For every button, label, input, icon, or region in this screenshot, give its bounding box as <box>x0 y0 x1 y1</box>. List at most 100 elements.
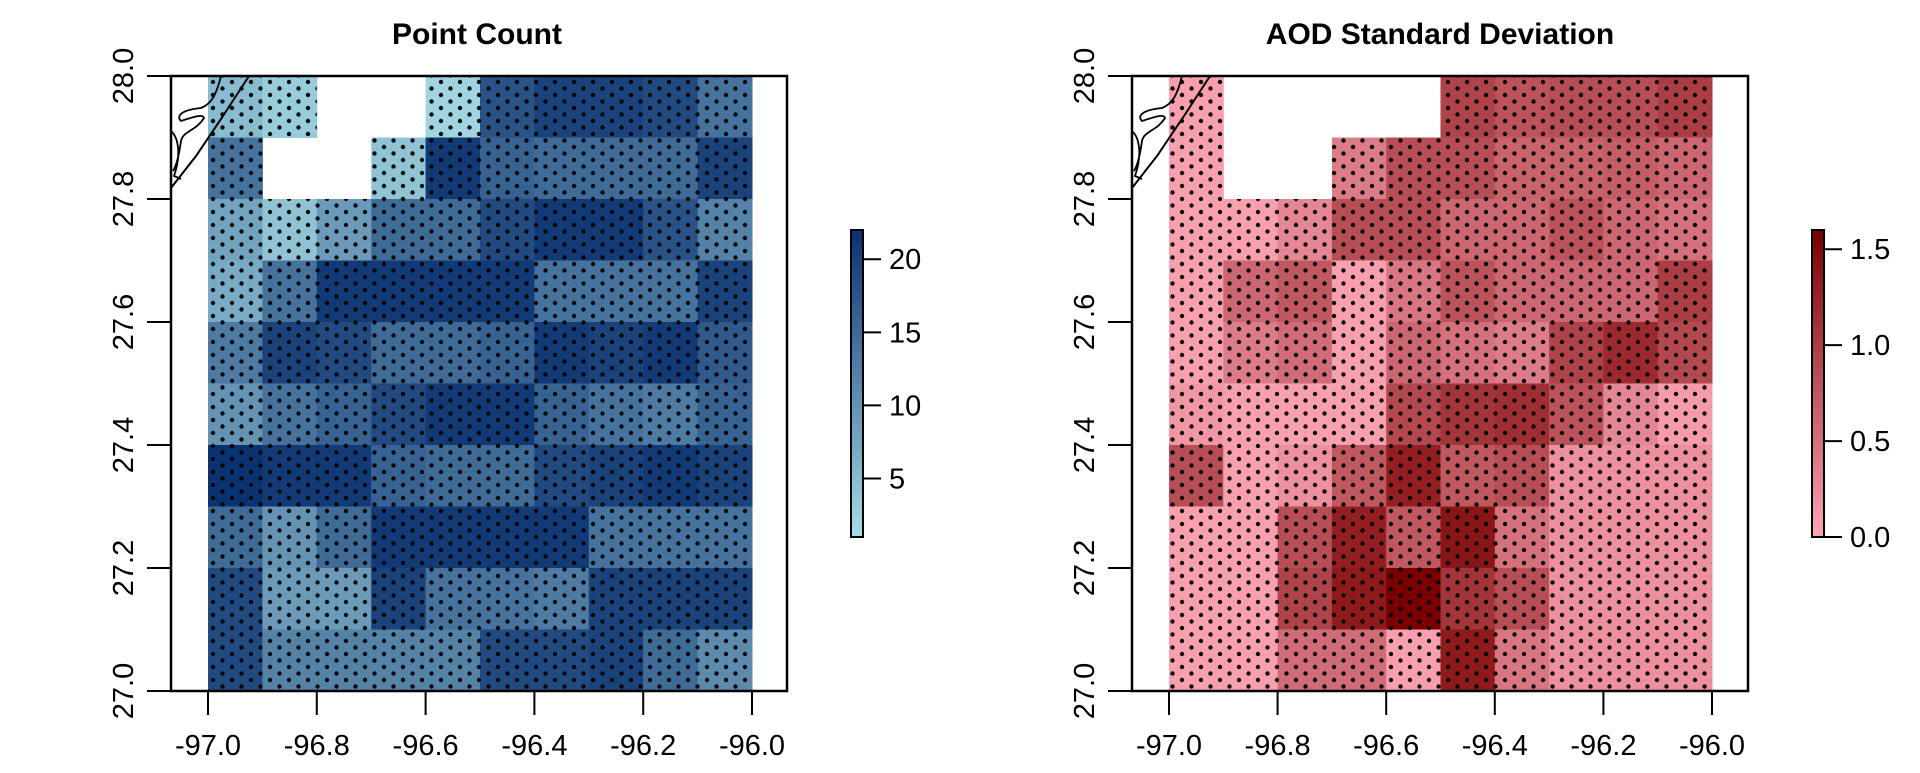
point-markers <box>1169 260 1224 322</box>
colorbar-segment <box>1812 345 1824 354</box>
point-markers <box>1440 199 1495 261</box>
point-markers <box>1169 76 1224 138</box>
point-markers <box>697 506 752 568</box>
x-tick-label: -96.2 <box>610 730 676 762</box>
point-markers <box>1657 199 1712 261</box>
point-markers <box>1386 260 1441 322</box>
point-markers <box>480 137 535 199</box>
colorbar-segment <box>1812 406 1824 415</box>
point-markers <box>208 568 263 630</box>
point-markers <box>1277 445 1332 507</box>
point-markers <box>643 260 698 322</box>
point-markers <box>1494 76 1550 138</box>
point-markers <box>534 506 589 568</box>
point-markers <box>1657 260 1712 322</box>
colorbar-segment <box>1812 452 1824 461</box>
colorbar-segment <box>1812 513 1824 523</box>
point-markers <box>1440 568 1495 630</box>
point-markers <box>697 137 752 199</box>
point-markers <box>262 383 317 445</box>
point-markers <box>371 629 426 691</box>
colorbar-segment <box>851 283 863 292</box>
point-markers <box>316 445 372 507</box>
colorbar-segment <box>851 475 863 484</box>
colorbar-segment <box>1812 475 1824 484</box>
colorbar-segment <box>1812 306 1824 316</box>
colorbar-segment <box>851 360 863 369</box>
point-markers <box>1223 199 1278 261</box>
colorbar-segment <box>851 429 863 438</box>
colorbar-segment <box>851 375 863 385</box>
point-markers <box>1386 568 1441 630</box>
point-markers <box>1603 76 1658 138</box>
point-markers <box>262 629 317 691</box>
colorbar-segment <box>851 498 863 507</box>
colorbar-segment <box>851 368 863 377</box>
point-markers <box>1494 260 1550 322</box>
point-markers <box>480 199 535 261</box>
point-markers <box>1603 629 1658 691</box>
point-markers <box>1549 199 1604 261</box>
point-markers <box>425 629 480 691</box>
colorbar-segment <box>1812 460 1824 469</box>
point-markers <box>480 260 535 322</box>
y-tick-label: 27.8 <box>1069 171 1101 227</box>
colorbar-segment <box>1812 467 1824 477</box>
colorbar-segment <box>851 414 863 423</box>
colorbar: 5 10 15 20 <box>850 229 921 538</box>
x-tick-label: -97.0 <box>175 730 241 762</box>
colorbar-segment <box>851 352 863 362</box>
colorbar-segment <box>1812 253 1824 262</box>
x-tick-label: -96.4 <box>1462 730 1528 762</box>
point-markers <box>534 629 589 691</box>
colorbar-segment <box>1812 368 1824 377</box>
point-markers <box>643 506 698 568</box>
point-markers <box>588 506 644 568</box>
x-tick-label: -96.8 <box>1245 730 1311 762</box>
colorbar-segment <box>1812 521 1824 530</box>
point-markers <box>1603 322 1658 384</box>
colorbar-frame <box>1811 229 1825 538</box>
colorbar: 0.0 0.5 1.0 1.5 <box>1811 229 1890 554</box>
colorbar-tick-label: 0.5 <box>1850 426 1890 458</box>
colorbar-segment <box>851 322 863 331</box>
colorbar-tick-label: 1.0 <box>1850 330 1890 362</box>
point-markers <box>316 260 372 322</box>
point-markers <box>588 76 644 138</box>
point-markers <box>1277 506 1332 568</box>
point-markers <box>1440 322 1495 384</box>
aod-sd-panel: AOD Standard Deviation -97.0 -96.8 -96.6 -96… <box>1069 18 1890 762</box>
point-markers <box>1603 199 1658 261</box>
point-markers <box>371 445 426 507</box>
bay-outline <box>170 75 222 180</box>
chart-title: Point Count <box>392 18 562 51</box>
colorbar-segment <box>1812 322 1824 331</box>
colorbar-tick-label: 1.5 <box>1850 234 1890 266</box>
bay-outline <box>1131 75 1183 180</box>
point-markers <box>1657 445 1712 507</box>
point-markers <box>1386 445 1441 507</box>
point-markers <box>1494 137 1550 199</box>
colorbar-segment <box>851 337 863 346</box>
point-markers <box>534 76 589 138</box>
point-markers <box>1494 383 1550 445</box>
point-markers <box>262 76 317 138</box>
colorbar-segment <box>851 460 863 469</box>
y-tick-label: 27.6 <box>108 294 140 350</box>
colorbar-segment <box>851 490 863 500</box>
point-markers <box>1169 199 1224 261</box>
point-markers <box>1331 322 1387 384</box>
colorbar-segment <box>1812 506 1824 515</box>
point-markers <box>1331 260 1387 322</box>
point-markers <box>425 322 480 384</box>
point-markers <box>1386 506 1441 568</box>
point-markers <box>262 506 317 568</box>
colorbar-segment <box>851 291 863 300</box>
point-markers <box>1549 568 1604 630</box>
point-markers <box>588 568 644 630</box>
point-markers <box>643 76 698 138</box>
point-markers <box>425 76 480 138</box>
colorbar-segment <box>851 406 863 415</box>
point-markers <box>1494 322 1550 384</box>
point-markers <box>480 568 535 630</box>
